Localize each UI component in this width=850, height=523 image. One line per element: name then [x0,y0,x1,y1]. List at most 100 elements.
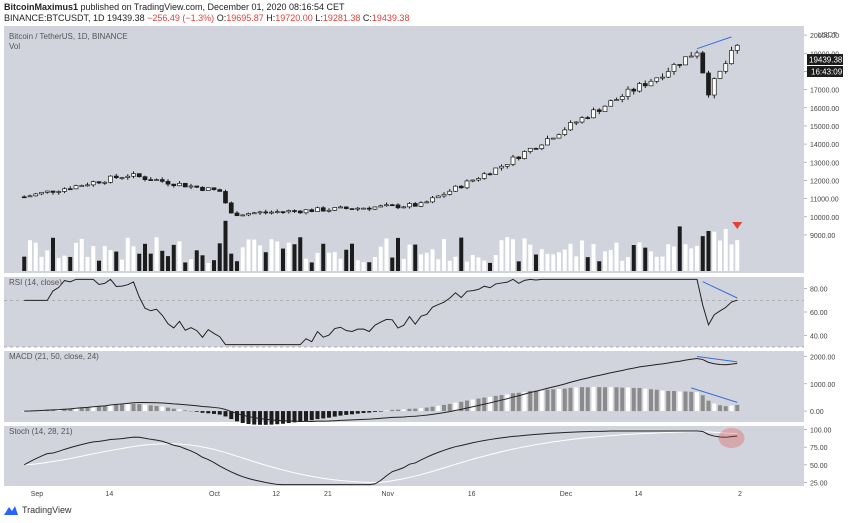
time-axis-tick-label: 21 [324,491,332,498]
volume-bar [108,250,113,271]
countdown-box [807,66,843,77]
candle-body [729,50,734,65]
volume-bar [74,242,78,271]
chart-canvas[interactable]: 9000.00 10000.00 11000.00 12000.00 13000.00 1… [0,24,850,502]
candle-body [332,207,338,211]
candle-body [292,210,297,212]
candle-body [56,191,62,193]
price-axis-tick-label: 15000.00 [810,124,839,131]
volume-bar [396,237,400,271]
volume-bar [539,249,544,271]
price-axis-stoch [804,426,850,486]
candle-body [711,78,717,96]
macd-histogram-bar [396,409,400,412]
macd-histogram-bar [419,408,423,412]
candlesticks [21,44,740,217]
price-axis-tick-label: 9000.00 [810,233,835,240]
macd-histogram-bar [183,410,188,412]
volume-bar [505,237,510,271]
time-axis-tick-label: 12 [272,491,280,498]
volume-bar [125,237,130,271]
open-value: 19695.87 [226,13,264,23]
volume-bar [56,258,61,271]
macd-histogram-bar [700,395,705,412]
candle-body [67,188,73,191]
candle-body [464,180,470,189]
macd-histogram-bar [298,411,303,422]
macd-histogram-bar [68,408,73,412]
macd-histogram-bar [304,411,308,421]
macd-histogram-bar [660,390,665,412]
volume-bar [160,250,165,271]
macd-histogram-bar [505,394,510,412]
candle-body [424,201,430,204]
volume-bar [361,262,366,271]
macd-histogram-bar [200,411,205,413]
macd-histogram-bar [148,405,153,412]
volume-bar [419,254,423,271]
macd-histogram-bar [315,411,320,420]
low-value: 19281.38 [322,13,361,23]
macd-title: MACD (21, 50, close, 24) [9,352,99,361]
candle-body [441,194,447,197]
author-name[interactable]: BitcoinMaximus1 [4,2,79,12]
macd-histogram-bar [666,391,671,412]
volume-bar [327,252,331,271]
panel-macd [4,351,804,422]
footer-brand-name[interactable]: TradingView [22,505,72,515]
volume-bar [482,260,487,271]
macd-histogram-bar [355,411,360,414]
volume-bar [22,256,27,271]
volume-bar [453,256,458,271]
time-axis-tick-label: Dec [560,491,573,498]
macd-histogram-bar [22,411,27,412]
candle-body [602,105,608,112]
price-axis-tick-label: 11000.00 [810,197,839,204]
volume-bar [534,254,538,271]
macd-histogram-bar [384,410,389,412]
macd-histogram-bar [516,392,521,412]
macd-histogram-bar [275,411,280,425]
candle-body [447,190,453,195]
rsi-title: RSI (14, close) [9,278,62,287]
stoch-k-line [24,430,738,486]
macd-histogram-bar [281,411,285,424]
macd-histogram-bar [465,400,469,412]
open-label: O: [216,13,227,23]
macd-histogram-bar [735,404,740,412]
candle-body [476,178,481,181]
macd-histogram-bar [522,391,527,412]
macd-histogram-bar [390,409,395,412]
candle-body [723,63,729,72]
candle-body [177,182,182,187]
macd-histogram-bar [240,411,245,423]
macd-histogram-bar [194,411,199,412]
volume-bar [350,243,354,271]
time-axis-tick-label: Nov [382,491,395,498]
candle-body [556,134,562,139]
volume-bar [194,250,199,271]
macd-histogram-bar [442,404,446,412]
macd-histogram-bar [499,395,504,412]
macd-histogram-bar [229,411,234,420]
candle-body [315,207,320,212]
macd-histogram-bar [286,411,291,424]
volume-bar [413,244,418,271]
candle-body [516,156,522,159]
volume-bar [332,252,337,271]
candle-body [717,70,723,79]
candle-body [159,179,165,182]
candle-body [642,83,648,87]
volume-bar [62,255,67,271]
candle-body [251,212,257,215]
volume-bar [551,254,556,271]
volume-bar [672,246,676,271]
macd-histogram-bar [672,391,676,412]
stoch-d-line [24,431,738,483]
candle-body [487,173,493,176]
time-axis-tick-label: 14 [106,491,114,498]
macd-histogram-bar [706,400,711,412]
price-axis-macd [804,351,850,422]
candle-body [343,206,349,209]
volume-bar [654,256,659,271]
